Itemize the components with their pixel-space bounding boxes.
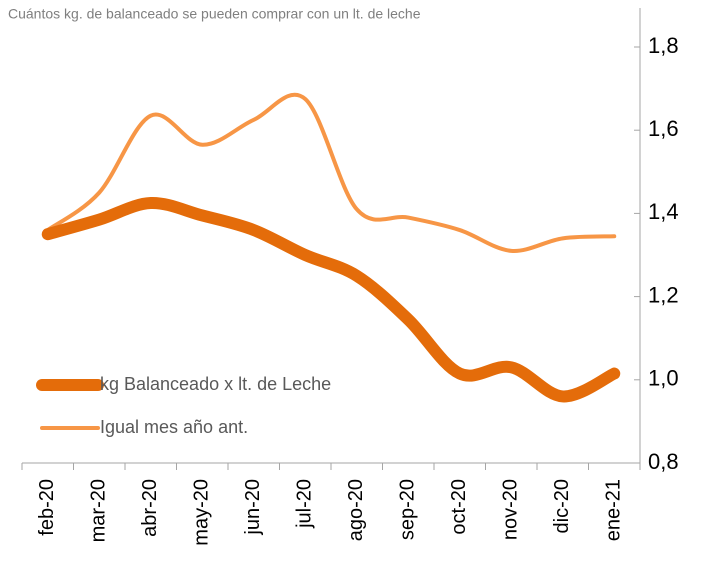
x-tick-label: oct-20 (448, 479, 470, 535)
y-tick-label: 1,4 (648, 199, 679, 224)
x-tick-label: dic-20 (551, 479, 573, 533)
x-tick-label: jul-20 (294, 479, 316, 529)
series-line (41, 196, 621, 403)
x-tick-label: jun-20 (242, 479, 264, 536)
series-line (45, 92, 617, 253)
x-tick-label: nov-20 (500, 479, 522, 540)
y-tick-label: 1,8 (648, 33, 679, 58)
x-tick-label: ene-21 (603, 479, 625, 541)
x-tick-label: sep-20 (397, 479, 419, 540)
chart-title: Cuántos kg. de balanceado se pueden comp… (8, 6, 421, 22)
y-tick-label: 1,6 (648, 116, 679, 141)
legend-label: kg Balanceado x lt. de Leche (100, 374, 331, 394)
x-tick-label: abr-20 (139, 479, 161, 537)
y-tick-label: 0,8 (648, 449, 679, 474)
x-tick-label: may-20 (191, 479, 213, 546)
x-tick-label: ago-20 (345, 479, 367, 541)
y-tick-label: 1,0 (648, 366, 679, 391)
x-tick-label: feb-20 (36, 479, 58, 536)
legend-label: Igual mes año ant. (100, 417, 248, 437)
x-tick-label: mar-20 (88, 479, 110, 542)
y-tick-label: 1,2 (648, 282, 679, 307)
